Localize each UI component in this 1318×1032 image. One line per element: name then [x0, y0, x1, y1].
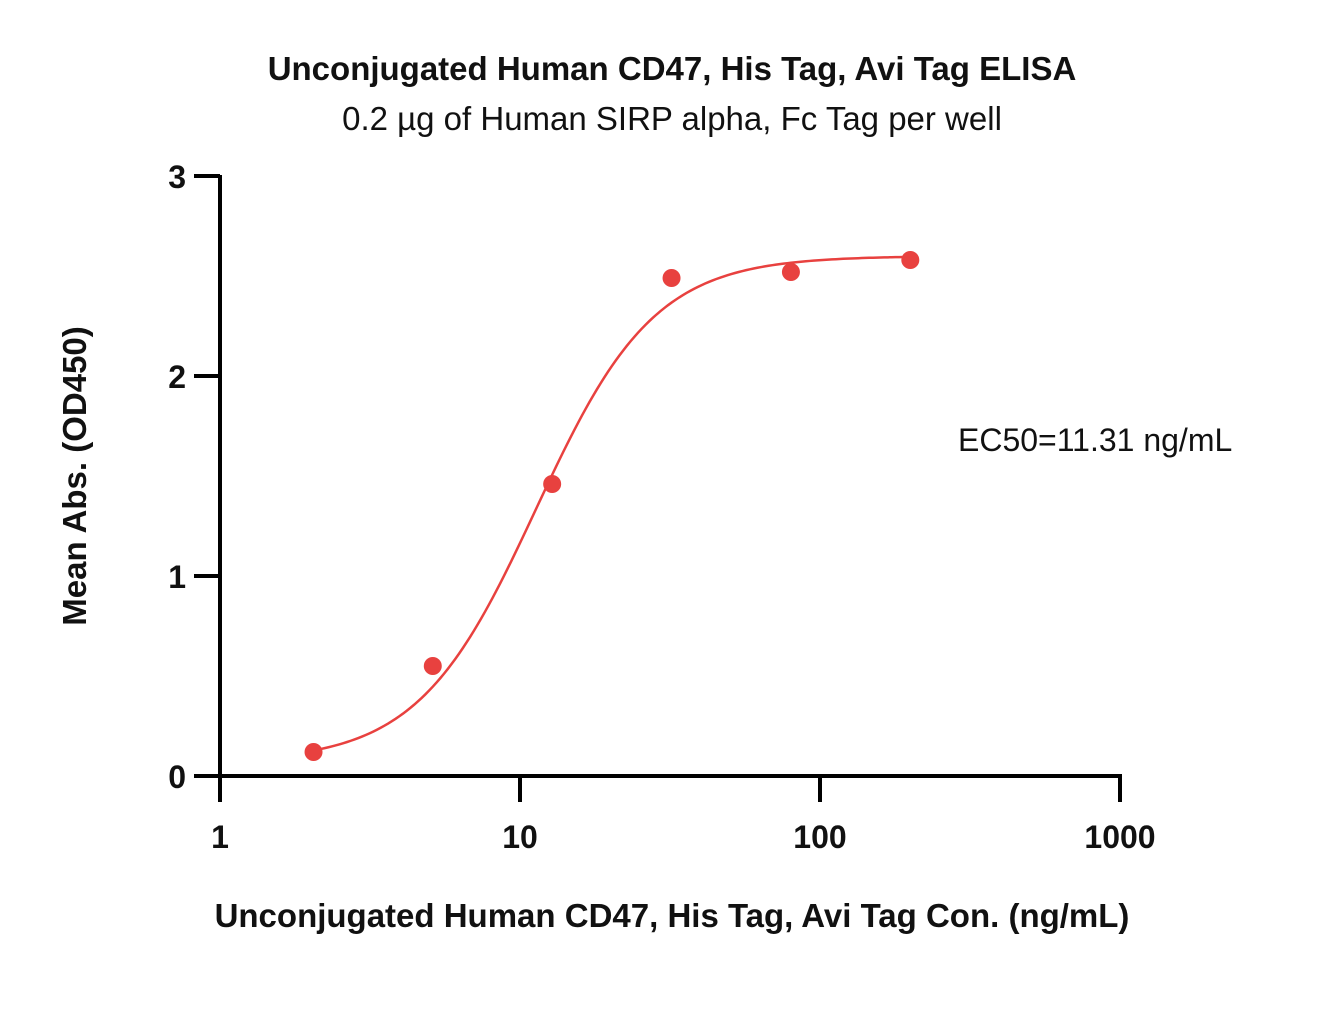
axes [194, 175, 1122, 800]
fit-curve [313, 255, 911, 752]
x-tick-label: 10 [502, 819, 538, 855]
y-tick-label: 1 [168, 559, 186, 595]
ec50-annotation: EC50=11.31 ng/mL [958, 422, 1232, 458]
y-axis-label: Mean Abs. (OD450) [56, 326, 93, 626]
y-tick-label: 2 [168, 359, 186, 395]
x-ticks: 1 10 100 1000 [211, 776, 1156, 855]
x-axis-label: Unconjugated Human CD47, His Tag, Avi Ta… [215, 897, 1130, 934]
data-point [304, 743, 323, 761]
data-point [901, 251, 920, 269]
data-point [423, 657, 442, 675]
chart-subtitle: 0.2 µg of Human SIRP alpha, Fc Tag per w… [342, 100, 1002, 137]
data-points [304, 251, 920, 761]
y-tick-label: 3 [168, 159, 186, 195]
y-ticks: 0 1 2 3 [168, 159, 220, 795]
data-point [781, 263, 800, 281]
x-tick-label: 1000 [1084, 819, 1155, 855]
y-tick-label: 0 [168, 759, 186, 795]
data-point [662, 269, 681, 287]
x-tick-label: 100 [793, 819, 846, 855]
x-tick-label: 1 [211, 819, 229, 855]
data-point [543, 475, 562, 493]
chart-title: Unconjugated Human CD47, His Tag, Avi Ta… [267, 50, 1077, 87]
